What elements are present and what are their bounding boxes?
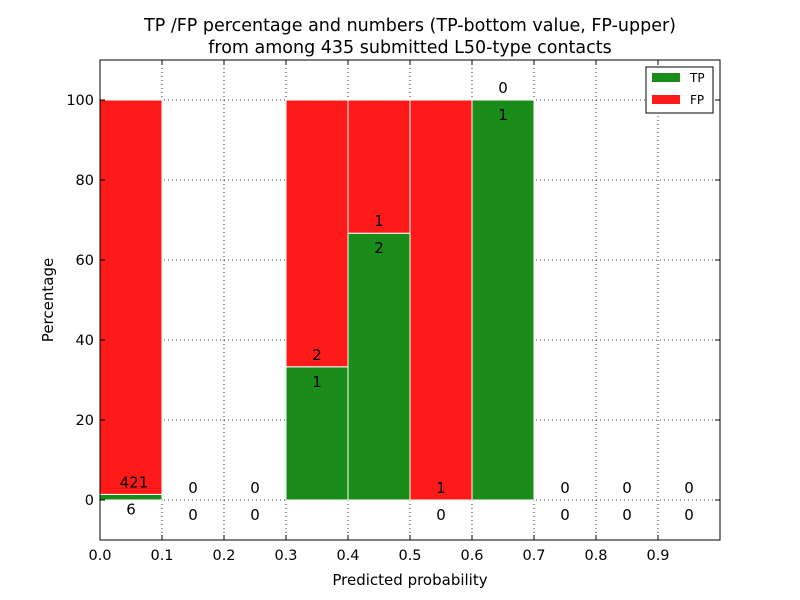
chart-title-line-1: TP /FP percentage and numbers (TP-bottom…	[143, 16, 676, 36]
y-tick-label: 40	[76, 333, 94, 349]
fp-bar	[99, 99, 163, 495]
legend-swatch-fp	[652, 95, 680, 104]
x-tick-label: 0.1	[150, 548, 173, 564]
y-tick-label: 80	[76, 173, 94, 189]
fp-count-label: 0	[188, 479, 198, 497]
fp-bar	[409, 99, 473, 501]
fp-count-label: 0	[622, 479, 632, 497]
fp-count-label: 0	[560, 479, 570, 497]
legend-label-fp: FP	[690, 93, 704, 107]
fp-count-label: 1	[436, 479, 446, 497]
tp-count-label: 0	[684, 506, 694, 524]
x-tick-label: 0.6	[460, 548, 483, 564]
bars-layer	[99, 99, 535, 501]
tp-count-label: 6	[126, 500, 136, 518]
y-tick-label: 0	[85, 493, 94, 509]
tp-count-label: 1	[312, 373, 322, 391]
fp-count-label: 0	[684, 479, 694, 497]
x-tick-label: 0.9	[646, 548, 669, 564]
x-tick-label: 0.8	[584, 548, 607, 564]
legend-label-tp: TP	[689, 71, 705, 85]
fp-count-label: 1	[374, 212, 384, 230]
tp-count-label: 0	[622, 506, 632, 524]
x-tick-label: 0.7	[522, 548, 545, 564]
tp-count-label: 0	[250, 506, 260, 524]
x-tick-label: 0.3	[274, 548, 297, 564]
x-tick-label: 0.0	[88, 548, 111, 564]
fp-bar	[347, 99, 411, 234]
legend-swatch-tp	[652, 73, 680, 82]
chart-title-line-2: from among 435 submitted L50-type contac…	[208, 38, 611, 58]
tp-bar	[99, 493, 163, 501]
fp-count-label: 421	[120, 473, 149, 491]
fp-count-label: 0	[498, 79, 508, 97]
y-tick-label: 20	[76, 413, 94, 429]
x-axis-label: Predicted probability	[332, 571, 487, 589]
data-labels-layer: 421 6 0 0 0 0 2 1 1 2 1 0 0 1 0 0 0 0 0 0	[120, 79, 694, 524]
ticks-layer: 0.0 0.1 0.2 0.3 0.4 0.5 0.6 0.7 0.8 0.90204060801…	[66, 60, 720, 564]
y-tick-label: 100	[66, 93, 94, 109]
legend: TP FP	[645, 66, 714, 114]
y-axis-label: Percentage	[39, 258, 57, 342]
tp-count-label: 2	[374, 239, 384, 257]
tp-bar	[471, 99, 535, 501]
tp-count-label: 0	[436, 506, 446, 524]
tp-count-label: 0	[560, 506, 570, 524]
tp-bar	[347, 232, 411, 501]
x-tick-label: 0.4	[336, 548, 359, 564]
x-tick-label: 0.2	[212, 548, 235, 564]
y-tick-label: 60	[76, 253, 94, 269]
tp-count-label: 0	[188, 506, 198, 524]
tp-bar	[285, 366, 349, 501]
fp-bar	[285, 99, 349, 368]
x-tick-label: 0.5	[398, 548, 421, 564]
fp-count-label: 2	[312, 346, 322, 364]
fp-count-label: 0	[250, 479, 260, 497]
tp-count-label: 1	[498, 106, 508, 124]
